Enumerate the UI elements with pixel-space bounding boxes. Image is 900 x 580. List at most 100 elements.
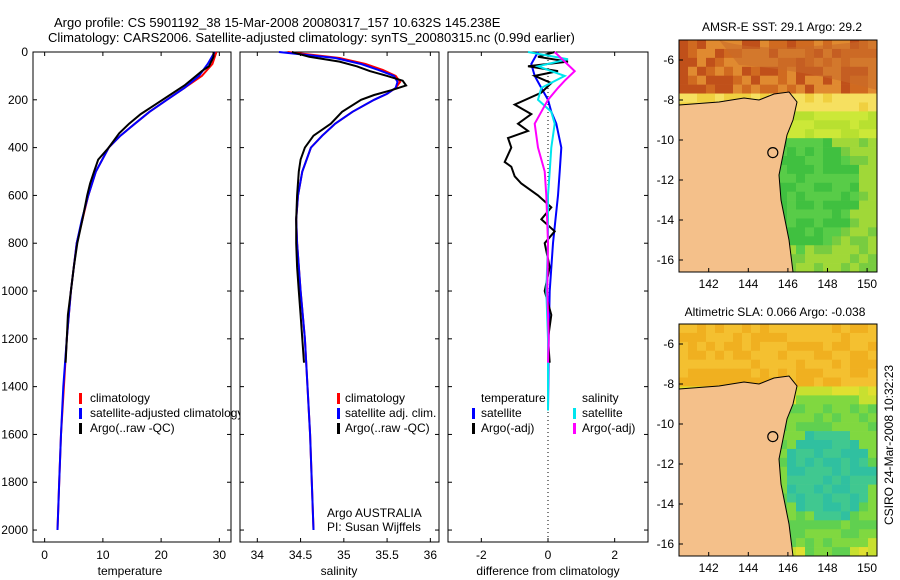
map-grid-cell: [796, 209, 806, 219]
map-grid-cell: [823, 173, 833, 184]
map-grid-cell: [841, 209, 851, 219]
map-grid-cell: [796, 404, 806, 414]
map-grid-cell: [805, 218, 815, 228]
map-grid-cell: [805, 350, 815, 360]
temperature-x-axis: 0 10 20 30: [41, 52, 226, 562]
map-grid-cell: [724, 66, 734, 76]
temperature-xlabel: temperature: [98, 564, 163, 578]
map-grid-cell: [679, 75, 689, 85]
map-grid-cell: [733, 66, 743, 76]
map-grid-cell: [850, 129, 860, 139]
map-grid-cell: [733, 332, 743, 343]
map-grid-cell: [805, 164, 815, 175]
map-grid-cell: [787, 129, 797, 139]
map-grid-cell: [733, 350, 743, 360]
map-grid-cell: [832, 227, 842, 237]
map-grid-cell: [859, 263, 869, 272]
map-grid-cell: [814, 332, 824, 343]
map-grid-cell: [787, 422, 797, 432]
map-grid-cell: [796, 529, 806, 539]
map-grid-cell: [787, 147, 797, 157]
map-grid-cell: [796, 466, 806, 476]
map-grid-cell: [850, 493, 860, 503]
lat-tick-label: -16: [657, 537, 675, 551]
sla-lon-axis: 142 144 146 148 150: [699, 552, 877, 575]
map-grid-cell: [832, 236, 842, 246]
map-grid-cell: [796, 138, 806, 148]
legend-swatch-temp-argo: [472, 423, 475, 434]
map-grid-cell: [814, 147, 824, 157]
map-grid-cell: [859, 359, 869, 369]
map-grid-cell: [706, 332, 716, 343]
map-grid-cell: [850, 164, 860, 175]
map-grid-cell: [796, 386, 806, 396]
map-grid-cell: [805, 448, 815, 459]
map-grid-cell: [823, 529, 833, 539]
map-grid-cell: [751, 40, 761, 50]
map-grid-cell: [688, 66, 698, 76]
sla-cape-york-land: [679, 376, 797, 556]
map-grid-cell: [733, 359, 743, 369]
map-grid-cell: [796, 93, 806, 103]
map-grid-cell: [751, 84, 761, 94]
sla-coastline: [679, 375, 798, 556]
map-grid-cell: [805, 422, 815, 432]
title-line-2: Climatology: CARS2006. Satellite-adjuste…: [48, 30, 575, 45]
map-grid-cell: [751, 350, 761, 360]
map-grid-cell: [796, 359, 806, 369]
map-grid-cell: [760, 341, 770, 352]
map-grid-cell: [778, 173, 788, 184]
map-grid-cell: [859, 164, 869, 175]
map-grid-cell: [778, 448, 788, 459]
map-grid-cell: [796, 341, 806, 352]
map-grid-cell: [679, 66, 689, 76]
map-grid-cell: [787, 332, 797, 343]
map-grid-cell: [787, 350, 797, 360]
map-grid-cell: [859, 209, 869, 219]
map-grid-cell: [841, 547, 851, 556]
map-grid-cell: [859, 422, 869, 432]
map-grid-cell: [778, 359, 788, 369]
map-grid-cell: [805, 102, 815, 112]
map-grid-cell: [823, 84, 833, 94]
legend-swatch-sal-argo: [573, 423, 576, 434]
map-grid-cell: [814, 40, 824, 50]
map-grid-cell: [805, 368, 815, 378]
map-grid-cell: [814, 502, 824, 512]
map-grid-cell: [805, 129, 815, 139]
map-grid-cell: [796, 395, 806, 405]
x-tick-label: 2: [611, 548, 618, 562]
map-grid-cell: [805, 147, 815, 157]
difference-depth-ticks: [448, 51, 648, 531]
map-grid-cell: [697, 93, 707, 103]
map-grid-cell: [814, 440, 824, 450]
map-grid-cell: [679, 377, 689, 387]
map-grid-cell: [805, 547, 815, 556]
map-grid-cell: [850, 547, 860, 556]
map-grid-cell: [742, 341, 752, 352]
map-grid-cell: [868, 138, 877, 148]
map-grid-cell: [715, 48, 725, 59]
map-grid-cell: [688, 324, 698, 334]
map-grid-cell: [679, 368, 689, 378]
map-grid-cell: [850, 227, 860, 237]
map-grid-cell: [814, 422, 824, 432]
map-grid-cell: [751, 377, 761, 387]
map-grid-cell: [841, 466, 851, 476]
map-grid-cell: [850, 448, 860, 459]
map-grid-cell: [859, 475, 869, 485]
map-grid-cell: [823, 466, 833, 476]
map-grid-cell: [823, 341, 833, 352]
map-grid-cell: [805, 120, 815, 130]
map-grid-cell: [742, 359, 752, 369]
map-grid-cell: [805, 395, 815, 405]
map-grid-cell: [850, 200, 860, 210]
map-grid-cell: [841, 245, 851, 255]
map-grid-cell: [697, 341, 707, 352]
map-grid-cell: [814, 431, 824, 441]
map-grid-cell: [769, 75, 779, 85]
map-grid-cell: [814, 173, 824, 184]
lon-tick-label: 144: [738, 561, 758, 575]
map-grid-cell: [850, 457, 860, 468]
map-grid-cell: [832, 93, 842, 103]
